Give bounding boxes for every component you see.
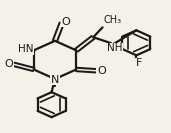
Text: N: N: [51, 75, 60, 85]
Text: O: O: [62, 17, 70, 27]
Text: NH: NH: [107, 43, 122, 53]
Text: O: O: [5, 59, 14, 68]
Text: HN: HN: [18, 44, 34, 54]
Text: O: O: [97, 66, 106, 76]
Text: F: F: [136, 58, 142, 68]
Text: CH₃: CH₃: [103, 15, 122, 25]
